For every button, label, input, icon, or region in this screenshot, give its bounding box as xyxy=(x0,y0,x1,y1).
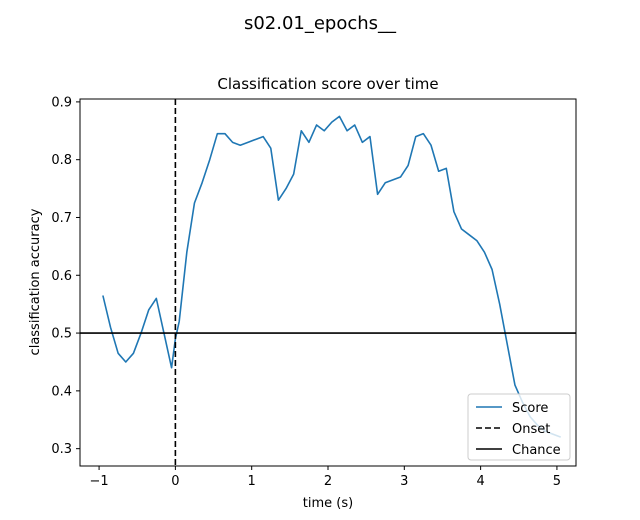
series-line-score xyxy=(102,115,562,438)
figure-suptitle: s02.01_epochs__ xyxy=(244,13,397,34)
chart-title: Classification score over time xyxy=(217,75,438,93)
x-tick-label: 0 xyxy=(171,474,179,489)
legend-label-chance: Chance xyxy=(512,443,561,458)
x-tick-label: 1 xyxy=(248,474,256,489)
legend: Score Onset Chance xyxy=(467,393,571,461)
y-tick-label: 0.9 xyxy=(51,95,72,110)
y-tick-label: 0.7 xyxy=(51,211,72,226)
y-axis-label: classification accuracy xyxy=(28,208,43,355)
x-axis-label: time (s) xyxy=(303,496,353,511)
x-tick-label: −1 xyxy=(89,474,108,489)
y-tick-label: 0.4 xyxy=(51,384,72,399)
x-tick-label: 5 xyxy=(553,474,561,489)
plot-area xyxy=(80,99,576,466)
y-tick-label: 0.8 xyxy=(51,153,72,168)
y-axis-ticks: 0.3 0.4 0.5 0.6 0.7 0.8 0.9 xyxy=(51,95,80,457)
legend-label-score: Score xyxy=(512,401,548,416)
legend-label-onset: Onset xyxy=(512,422,550,437)
y-tick-label: 0.3 xyxy=(51,442,72,457)
x-tick-label: 2 xyxy=(324,474,332,489)
y-tick-label: 0.6 xyxy=(51,269,72,284)
y-tick-label: 0.5 xyxy=(51,327,72,342)
x-axis-ticks: −1 0 1 2 3 4 5 xyxy=(89,466,561,489)
x-tick-label: 4 xyxy=(476,474,484,489)
x-tick-label: 3 xyxy=(400,474,408,489)
legend-box xyxy=(467,393,571,461)
